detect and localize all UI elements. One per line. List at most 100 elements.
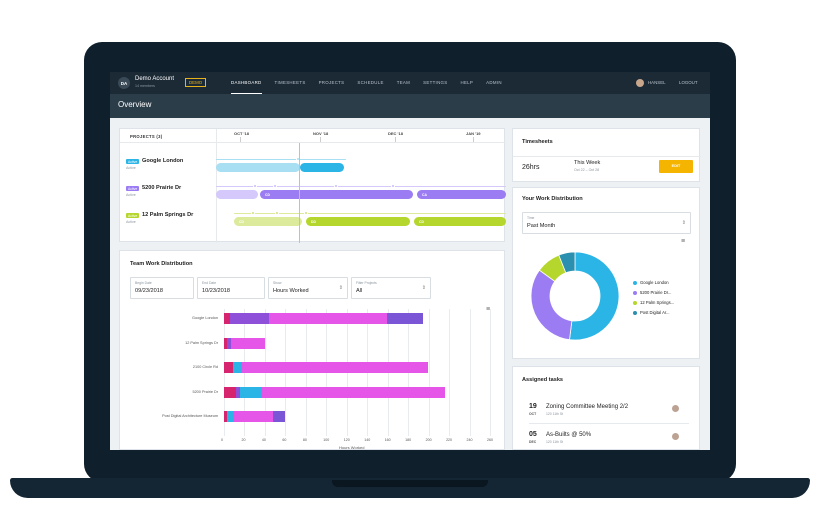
- phase-bar-cd[interactable]: CD: [260, 190, 413, 199]
- page-header: Overview: [110, 94, 710, 118]
- bar-segment[interactable]: [241, 362, 428, 373]
- field-value: 09/23/2018: [135, 288, 163, 294]
- bar-segment[interactable]: [386, 313, 424, 324]
- bar-segment[interactable]: [236, 386, 241, 398]
- legend-label: 12 Palm Springs...: [640, 300, 675, 305]
- legend-google-london: Google London: [633, 280, 669, 285]
- nav-settings[interactable]: SETTINGS: [423, 80, 448, 85]
- phase-bar[interactable]: [216, 163, 300, 172]
- milestone-dot[interactable]: [304, 211, 308, 215]
- project-row-google-london[interactable]: Active Google London Active: [120, 155, 216, 179]
- field-value: 10/23/2018: [202, 288, 230, 294]
- milestone-dot[interactable]: [273, 184, 277, 188]
- nav-admin[interactable]: ADMIN: [486, 80, 502, 85]
- project-name[interactable]: 5200 Prairie Dr: [142, 185, 182, 191]
- milestone-dot[interactable]: [251, 211, 255, 215]
- milestone-dot[interactable]: [253, 184, 257, 188]
- bar-segment[interactable]: [227, 411, 234, 422]
- bar-segment[interactable]: [231, 337, 265, 349]
- time-select[interactable]: Time Past Month ⇕: [522, 212, 691, 234]
- x-tick-label: 0: [221, 437, 223, 442]
- bar-segment[interactable]: [224, 411, 228, 422]
- bar-segment[interactable]: [233, 411, 274, 422]
- nav-dashboard[interactable]: DASHBOARD: [231, 72, 262, 94]
- bar-segment[interactable]: [273, 411, 286, 422]
- phase-bar-cd[interactable]: CD: [414, 217, 506, 226]
- project-tag: Active: [126, 159, 140, 164]
- field-label: Time: [527, 216, 535, 220]
- bar-segment[interactable]: [224, 362, 234, 373]
- category-label: 2100 Circle Rd: [192, 365, 218, 369]
- bar-segment[interactable]: [240, 386, 261, 398]
- task-name[interactable]: As-Builts @ 50%: [546, 432, 592, 438]
- phase-bar[interactable]: [216, 190, 258, 199]
- task-name[interactable]: Zoning Committee Meeting 2/2: [546, 404, 629, 410]
- user-avatar[interactable]: [636, 79, 644, 87]
- milestone-dot[interactable]: [391, 184, 395, 188]
- bar-segment[interactable]: [224, 313, 231, 324]
- nav-menu: DASHBOARD TIMESHEETS PROJECTS SCHEDULE T…: [231, 72, 515, 94]
- x-tick-label: 120: [343, 437, 350, 442]
- project-row-12-palm-springs[interactable]: Active 12 Palm Springs Dr Active: [120, 209, 216, 233]
- field-value: Hours Worked: [273, 288, 309, 294]
- account-avatar[interactable]: DA: [118, 77, 130, 89]
- assignee-avatar[interactable]: [671, 404, 680, 413]
- donut-slice[interactable]: [569, 251, 620, 341]
- timesheets-card: Timesheets 26hrs This Week Oct 22 – Oct …: [512, 128, 701, 182]
- top-navigation: DA Demo Account 14 members DEMO DASHBOAR…: [110, 72, 710, 94]
- x-tick-label: 260: [487, 437, 493, 442]
- user-name[interactable]: HANSEL: [648, 80, 666, 85]
- chart-menu-icon[interactable]: ≡: [486, 306, 491, 313]
- field-label: Begin Date: [135, 281, 152, 285]
- project-name[interactable]: 12 Palm Springs Dr: [142, 212, 194, 218]
- assignee-avatar[interactable]: [671, 432, 680, 441]
- bar-segment[interactable]: [230, 313, 269, 324]
- month-tick: [395, 137, 396, 142]
- donut-slice[interactable]: [530, 269, 573, 341]
- work-distribution-card: Your Work Distribution Time Past Month ⇕…: [512, 187, 700, 359]
- chart-menu-icon[interactable]: ≡: [681, 238, 686, 245]
- card-title: Team Work Distribution: [130, 261, 193, 267]
- edit-timesheet-button[interactable]: EDIT: [659, 160, 693, 173]
- project-row-5200-prairie[interactable]: Active 5200 Prairie Dr Active: [120, 182, 216, 206]
- work-distribution-donut: [530, 251, 620, 341]
- timeline-track: [216, 186, 506, 188]
- milestone-dot[interactable]: [275, 211, 279, 215]
- account-name[interactable]: Demo Account: [135, 76, 175, 82]
- bar-segment[interactable]: [227, 337, 232, 349]
- phase-label: CA: [422, 192, 427, 197]
- field-label: Filter Projects: [356, 281, 377, 285]
- donut-slice[interactable]: [558, 251, 576, 274]
- bar-segment[interactable]: [224, 386, 237, 398]
- bar-segment[interactable]: [269, 313, 387, 324]
- legend-swatch: [633, 280, 637, 285]
- task-day: 05: [529, 431, 537, 438]
- bar-segment[interactable]: [233, 362, 242, 373]
- task-item[interactable]: 19 OCT Zoning Committee Meeting 2/2 120 …: [513, 401, 701, 429]
- milestone-dot[interactable]: [334, 184, 338, 188]
- timesheet-hours: 26hrs: [522, 164, 540, 171]
- begin-date-field[interactable]: Begin Date 09/23/2018: [130, 277, 194, 299]
- nav-help[interactable]: HELP: [460, 80, 474, 85]
- month-label: JAN '19: [466, 131, 481, 136]
- project-name[interactable]: Google London: [142, 158, 184, 164]
- phase-bar-ca[interactable]: CA: [417, 190, 506, 199]
- card-title: Your Work Distribution: [522, 196, 583, 202]
- phase-bar-dd[interactable]: DD: [306, 217, 410, 226]
- end-date-field[interactable]: End Date 10/23/2018: [197, 277, 265, 299]
- logout-link[interactable]: LOGOUT: [679, 80, 698, 85]
- timeline-track: [234, 213, 506, 215]
- bar-segment[interactable]: [260, 386, 445, 398]
- nav-timesheets[interactable]: TIMESHEETS: [274, 80, 306, 85]
- category-label: Google London: [192, 316, 218, 320]
- nav-schedule[interactable]: SCHEDULE: [357, 80, 384, 85]
- show-select[interactable]: Show Hours Worked ⇕: [268, 277, 348, 299]
- nav-projects[interactable]: PROJECTS: [318, 80, 345, 85]
- phase-bar[interactable]: [300, 163, 344, 172]
- filter-projects-select[interactable]: Filter Projects All ⇕: [351, 277, 431, 299]
- nav-team[interactable]: TEAM: [396, 80, 411, 85]
- bar-segment[interactable]: [224, 337, 228, 349]
- phase-bar-cd[interactable]: CD: [234, 217, 302, 226]
- task-item[interactable]: 05 DEC As-Builts @ 50% 120 11th St: [513, 429, 701, 450]
- x-tick-label: 60: [282, 437, 287, 442]
